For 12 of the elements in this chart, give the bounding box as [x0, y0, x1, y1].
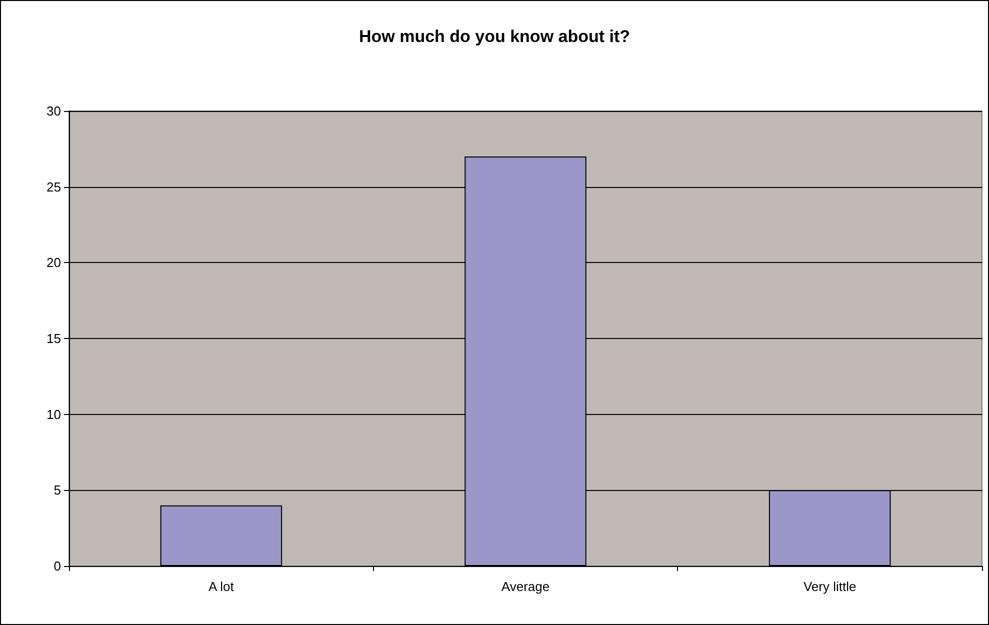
- x-tick-label: Average: [501, 579, 550, 594]
- bar: [160, 505, 282, 566]
- y-tick-label: 15: [46, 331, 61, 346]
- y-tick-label: 10: [46, 406, 61, 422]
- x-tick-label: A lot: [208, 579, 234, 594]
- y-tick-label: 25: [46, 179, 61, 194]
- y-tick-label: 30: [46, 104, 61, 118]
- y-tick-label: 0: [54, 558, 61, 574]
- chart-title: How much do you know about it?: [358, 27, 630, 46]
- y-tick-label: 20: [46, 255, 61, 270]
- x-tick-label: Very little: [803, 579, 856, 594]
- y-tick-label: 5: [54, 482, 61, 498]
